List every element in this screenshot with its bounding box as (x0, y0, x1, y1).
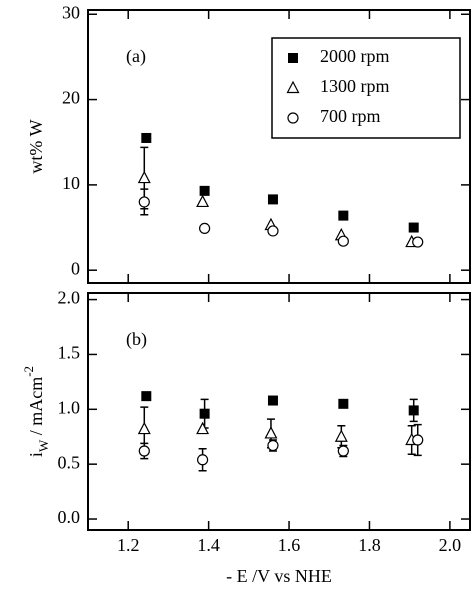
marker-square (408, 405, 419, 416)
panel-annotation: (a) (126, 46, 146, 67)
y-tick-label: 10 (62, 173, 80, 193)
y-tick-label: 2.0 (58, 288, 81, 308)
legend-label: 700 rpm (320, 106, 381, 126)
x-tick-label: 1.2 (117, 535, 140, 555)
marker-square (141, 132, 152, 143)
y-tick-label: 20 (62, 88, 80, 108)
x-tick-label: 1.8 (358, 535, 381, 555)
x-tick-label: 1.4 (197, 535, 220, 555)
legend-marker (288, 53, 298, 63)
marker-square (199, 408, 210, 419)
marker-circle (138, 196, 150, 208)
marker-square (338, 398, 349, 409)
marker-circle (138, 445, 150, 457)
marker-triangle (196, 421, 210, 435)
marker-circle (197, 454, 209, 466)
y-axis-label-part: / mAcm (26, 377, 46, 440)
marker-circle (412, 434, 424, 446)
marker-circle (267, 439, 279, 452)
y-axis-label: iW / mAcm-2 (21, 366, 51, 457)
marker-square (338, 210, 349, 221)
marker-triangle (264, 426, 278, 439)
y-tick-label: 1.0 (58, 397, 81, 417)
y-axis-label-part: wt% W (26, 119, 46, 173)
y-tick-label: 0 (71, 258, 80, 278)
y-tick-label: 0.5 (58, 452, 81, 472)
plot-frame (87, 292, 471, 531)
x-tick-label: 2.0 (439, 535, 462, 555)
legend-marker (287, 112, 299, 124)
marker-circle (267, 225, 279, 237)
marker-triangle (137, 421, 151, 435)
y-axis-label-part: i (26, 452, 46, 457)
y-tick-label: 0.0 (58, 507, 81, 527)
x-tick-label: 1.6 (278, 535, 301, 555)
plot-frame (87, 9, 471, 284)
legend-marker (286, 80, 300, 94)
marker-triangle (137, 170, 151, 184)
marker-square (267, 395, 278, 406)
marker-square (408, 222, 419, 233)
panel-annotation: (b) (126, 329, 147, 350)
marker-circle (412, 236, 424, 248)
marker-circle (337, 445, 349, 457)
marker-circle (337, 235, 349, 247)
marker-triangle (196, 194, 210, 208)
x-axis-label: - E /V vs NHE (226, 566, 332, 586)
y-tick-label: 1.5 (58, 343, 81, 363)
legend-label: 2000 rpm (320, 46, 390, 66)
y-axis-label-part: W (36, 439, 51, 452)
marker-circle (199, 222, 211, 234)
marker-square (267, 194, 278, 205)
y-axis-label-part: -2 (21, 366, 36, 377)
marker-square (199, 185, 210, 196)
marker-triangle (334, 429, 348, 442)
y-axis-label: wt% W (26, 119, 46, 173)
legend-label: 1300 rpm (320, 76, 390, 96)
y-tick-label: 30 (62, 2, 80, 22)
marker-square (141, 391, 152, 402)
legend-box (271, 37, 461, 139)
